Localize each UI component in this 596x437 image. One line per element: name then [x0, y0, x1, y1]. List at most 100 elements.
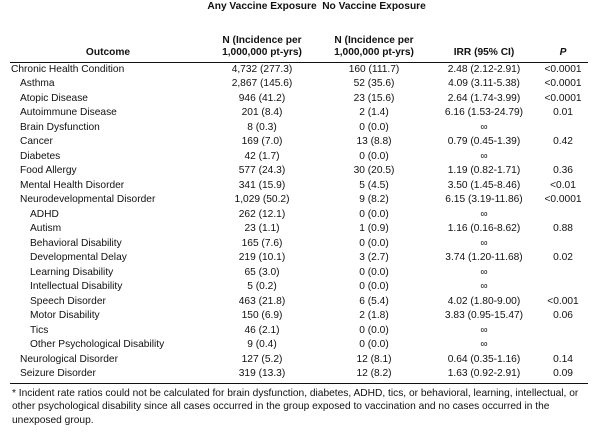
outcome-cell: Motor Disability — [30, 310, 100, 322]
irr-cell: 1.16 (0.16-8.62) — [447, 223, 521, 235]
vaccine-n-cell: 463 (21.8) — [238, 295, 286, 307]
irr-cell: 2.48 (2.12-2.91) — [447, 63, 521, 75]
no-vaccine-n-cell: 0 (0.0) — [359, 208, 389, 220]
outcome-cell: Chronic Health Condition — [11, 63, 125, 75]
vaccine-n-cell: 23 (1.1) — [244, 223, 280, 235]
no-vaccine-n-cell: 0 (0.0) — [359, 266, 389, 278]
no-vaccine-n-cell: 3 (2.7) — [359, 252, 389, 264]
p-value-cell — [538, 121, 588, 136]
group-header-vaccine: Any Vaccine Exposure — [207, 1, 317, 12]
p-value-cell: <0.0001 — [544, 194, 582, 206]
vaccine-n-cell: 169 (7.0) — [241, 136, 283, 148]
outcome-cell: Neurological Disorder — [20, 353, 118, 365]
table-row: Seizure Disorder 319 (13.3) 12 (8.2) 1.63 (… — [10, 367, 588, 384]
p-value-cell — [538, 266, 588, 281]
column-header-irr: IRR (95% CI) — [430, 35, 538, 63]
outcome-cell: Other Psychological Disability — [30, 339, 165, 351]
p-value-cell: 0.42 — [553, 136, 573, 148]
vaccine-n-cell: 319 (13.3) — [206, 367, 318, 384]
irr-cell: ∞ — [480, 121, 488, 133]
p-value-cell — [538, 324, 588, 339]
vaccine-n-cell: 219 (10.1) — [238, 252, 286, 264]
irr-cell: 4.09 (3.11-5.38) — [448, 78, 520, 90]
table-row: Cancer 169 (7.0) 13 (8.8) 0.79 (0.45-1.39) 0… — [10, 135, 588, 150]
p-value-cell: 0.14 — [553, 353, 573, 365]
table-row: Motor Disability 150 (6.9) 2 (1.8) 3.83 (0.… — [10, 309, 588, 324]
column-header-no-vaccine-n: N (Incidence per 1,000,000 pt-yrs) — [318, 35, 430, 63]
p-value-cell: <0.0001 — [544, 63, 582, 75]
group-header-blank-p — [538, 0, 588, 35]
p-value-cell — [538, 237, 588, 252]
vaccine-n-cell: 150 (6.9) — [241, 310, 283, 322]
p-value-cell — [538, 208, 588, 223]
irr-cell: 3.50 (1.45-8.46) — [447, 179, 521, 191]
table-row: Autoimmune Disease 201 (8.4) 2 (1.4) 6.16 (… — [10, 106, 588, 121]
outcome-cell: Learning Disability — [30, 266, 114, 278]
p-value-cell: 0.02 — [553, 252, 573, 264]
outcome-cell: Behavioral Disability — [30, 237, 122, 249]
no-vaccine-n-cell: 0 (0.0) — [359, 237, 389, 249]
results-table: Any Vaccine Exposure No Vaccine Exposure… — [10, 0, 588, 384]
p-value-cell: <0.001 — [547, 295, 579, 307]
outcome-cell: Diabetes — [20, 150, 61, 162]
no-vaccine-n-cell: 6 (5.4) — [359, 295, 389, 307]
no-vaccine-n-cell: 30 (20.5) — [353, 165, 395, 177]
irr-cell: 2.64 (1.74-3.99) — [447, 92, 521, 104]
no-vaccine-n-cell: 0 (0.0) — [359, 339, 389, 351]
vaccine-n-cell: 5 (0.2) — [247, 281, 277, 293]
vaccine-n-cell: 8 (0.3) — [247, 121, 277, 133]
irr-cell: ∞ — [480, 208, 488, 220]
vaccine-n-cell: 1,029 (50.2) — [234, 194, 290, 206]
group-header-blank-irr — [430, 0, 538, 35]
no-vaccine-n-cell: 23 (15.6) — [353, 92, 395, 104]
table-row: Developmental Delay 219 (10.1) 3 (2.7) 3.74… — [10, 251, 588, 266]
p-value-cell: 0.36 — [553, 165, 573, 177]
column-header-vaccine-n: N (Incidence per 1,000,000 pt-yrs) — [206, 35, 318, 63]
table-body: Chronic Health Condition 4,732 (277.3) 160… — [10, 62, 588, 384]
vaccine-n-cell: 201 (8.4) — [241, 107, 283, 119]
no-vaccine-n-cell: 9 (8.2) — [359, 194, 389, 206]
irr-cell: 4.02 (1.80-9.00) — [447, 295, 521, 307]
irr-cell: 6.15 (3.19-11.86) — [445, 194, 523, 206]
table-row: Diabetes 42 (1.7) 0 (0.0) ∞ — [10, 150, 588, 165]
outcome-cell: Neurodevelopmental Disorder — [20, 194, 156, 206]
outcome-cell: Developmental Delay — [30, 252, 127, 264]
irr-cell: ∞ — [480, 150, 488, 162]
p-value-cell: 0.88 — [553, 223, 573, 235]
no-vaccine-n-cell: 2 (1.4) — [359, 107, 389, 119]
table-row: Brain Dysfunction 8 (0.3) 0 (0.0) ∞ — [10, 121, 588, 136]
vaccine-n-cell: 9 (0.4) — [247, 339, 277, 351]
table-row: Neurological Disorder 127 (5.2) 12 (8.1) 0.… — [10, 353, 588, 368]
irr-cell: 1.63 (0.92-2.91) — [430, 367, 538, 384]
no-vaccine-n-cell: 52 (35.6) — [353, 78, 395, 90]
no-vaccine-n-cell: 2 (1.8) — [359, 310, 389, 322]
table-header: Any Vaccine Exposure No Vaccine Exposure… — [10, 0, 588, 63]
irr-cell: ∞ — [480, 281, 488, 293]
p-value-cell: <0.01 — [550, 179, 576, 191]
no-vaccine-n-cell: 12 (8.1) — [356, 353, 392, 365]
outcome-cell: Cancer — [20, 136, 53, 148]
table-row: Atopic Disease 946 (41.2) 23 (15.6) 2.64 (1… — [10, 92, 588, 107]
irr-cell: 0.64 (0.35-1.16) — [447, 353, 521, 365]
vaccine-n-cell: 341 (15.9) — [238, 179, 286, 191]
no-vaccine-n-cell: 12 (8.2) — [318, 367, 430, 384]
irr-cell: ∞ — [480, 324, 488, 336]
vaccine-n-cell: 65 (3.0) — [244, 266, 280, 278]
p-value-cell — [538, 150, 588, 165]
column-header-outcome: Outcome — [10, 35, 206, 63]
vaccine-n-cell: 42 (1.7) — [244, 150, 280, 162]
no-vaccine-n-cell: 0 (0.0) — [359, 150, 389, 162]
irr-cell: ∞ — [480, 237, 488, 249]
p-value-cell: 0.06 — [553, 310, 573, 322]
table-row: Intellectual Disability 5 (0.2) 0 (0.0) ∞ — [10, 280, 588, 295]
no-vaccine-n-cell: 0 (0.0) — [359, 324, 389, 336]
table-row: Mental Health Disorder 341 (15.9) 5 (4.5) 3… — [10, 179, 588, 194]
outcome-cell: ADHD — [30, 208, 59, 220]
footnote: * Incident rate ratios could not be calc… — [12, 387, 579, 426]
irr-cell: 3.74 (1.20-11.68) — [445, 252, 523, 264]
outcome-cell: Atopic Disease — [20, 92, 88, 104]
vaccine-n-cell: 165 (7.6) — [241, 237, 283, 249]
irr-cell: ∞ — [480, 339, 488, 351]
outcome-cell: Autoimmune Disease — [20, 107, 117, 119]
